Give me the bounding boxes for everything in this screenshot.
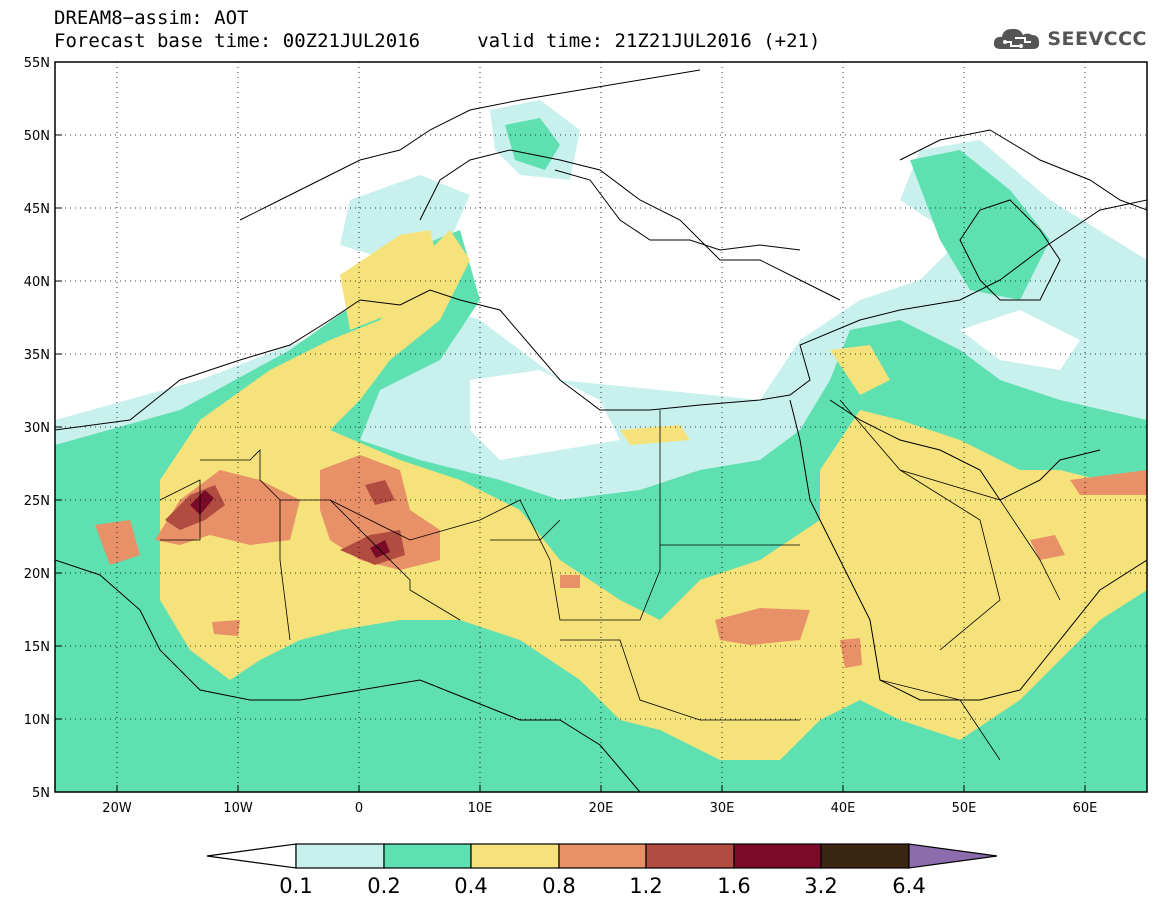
- lon-label: 20E: [589, 801, 614, 816]
- aot-band-0-4: [620, 425, 690, 445]
- aot-band-0-1: [340, 175, 470, 260]
- colorbar-label: 6.4: [892, 874, 925, 898]
- aot-band-0-8: [95, 520, 140, 565]
- colorbar-swatch: [470, 843, 560, 869]
- colorbar-labels: 0.1 0.2 0.4 0.8 1.2 1.6 3.2 6.4: [279, 874, 925, 898]
- lat-label: 10N: [24, 713, 50, 728]
- axis-ticks: [55, 134, 1086, 792]
- colorbar-label: 0.1: [279, 874, 312, 898]
- aot-band-0-8: [320, 455, 440, 570]
- lat-label: 35N: [24, 348, 50, 363]
- colorbar-swatch: [295, 843, 385, 869]
- seevccc-logo: SEEVCCC: [991, 24, 1147, 54]
- aot-band-0-2: [910, 150, 1050, 300]
- lon-label: 20W: [102, 801, 132, 816]
- latitude-labels: 55N 50N 45N 40N 35N 30N 25N 20N 15N 10N …: [24, 56, 50, 801]
- lon-label: 30E: [710, 801, 735, 816]
- colorbar-under-triangle: [206, 843, 297, 869]
- colorbar-swatch: [820, 843, 910, 869]
- lat-label: 40N: [24, 275, 50, 290]
- lat-label: 45N: [24, 202, 50, 217]
- aot-band-0-4: [830, 345, 890, 395]
- forecast-time-line: Forecast base time: 00Z21JUL2016 valid t…: [54, 30, 821, 52]
- colorbar-swatch: [645, 843, 735, 869]
- lon-label: 10W: [223, 801, 253, 816]
- lat-label: 20N: [24, 567, 50, 582]
- colorbar-label: 0.8: [542, 874, 575, 898]
- cloud-icon: [994, 28, 1040, 49]
- aot-band-0-2: [55, 560, 160, 700]
- lat-label: 5N: [32, 786, 50, 801]
- aot-band-0-8: [715, 608, 810, 645]
- lat-label: 55N: [24, 56, 50, 71]
- aot-band-0-8: [212, 620, 240, 636]
- colorbar-label: 1.2: [629, 874, 662, 898]
- aot-band-0-8: [1030, 535, 1065, 560]
- colorbar-swatch: [733, 843, 822, 869]
- aot-band-0-8: [840, 638, 862, 668]
- lon-label: 60E: [1073, 801, 1098, 816]
- colorbar-swatch: [383, 843, 472, 869]
- graticule: [55, 62, 1147, 792]
- aot-band-0-8: [1070, 470, 1147, 495]
- aot-band-1-2: [365, 480, 395, 505]
- coastlines: [55, 69, 1147, 792]
- lat-label: 15N: [24, 640, 50, 655]
- map-title: DREAM8−assim: AOT: [54, 7, 249, 29]
- lat-label: 25N: [24, 494, 50, 509]
- colorbar: [206, 843, 998, 869]
- lat-label: 30N: [24, 421, 50, 436]
- aot-clear-area: [960, 310, 1080, 370]
- longitude-labels: 20W 10W 0 10E 20E 30E 40E 50E 60E: [102, 801, 1097, 816]
- colorbar-swatch: [558, 843, 647, 869]
- lat-label: 50N: [24, 129, 50, 144]
- aot-band-0-8: [155, 470, 300, 545]
- lon-label: 50E: [952, 801, 977, 816]
- aot-band-0-8: [560, 575, 580, 588]
- lon-label: 40E: [831, 801, 856, 816]
- lon-label: 10E: [468, 801, 493, 816]
- country-borders: [159, 399, 1061, 761]
- logo-text: SEEVCCC: [1047, 28, 1147, 50]
- colorbar-label: 0.2: [367, 874, 400, 898]
- lon-label: 0: [355, 801, 363, 816]
- colorbar-over-triangle: [908, 843, 998, 869]
- colorbar-label: 3.2: [804, 874, 837, 898]
- aot-clear-area: [470, 370, 620, 460]
- aot-band-0-4: [160, 230, 1147, 760]
- colorbar-label: 1.6: [717, 874, 750, 898]
- aot-field: [55, 100, 1147, 792]
- aot-band-1-6: [370, 540, 390, 558]
- aot-band-1-6: [190, 490, 214, 515]
- aot-band-0-4: [340, 230, 440, 330]
- colorbar-label: 0.4: [454, 874, 487, 898]
